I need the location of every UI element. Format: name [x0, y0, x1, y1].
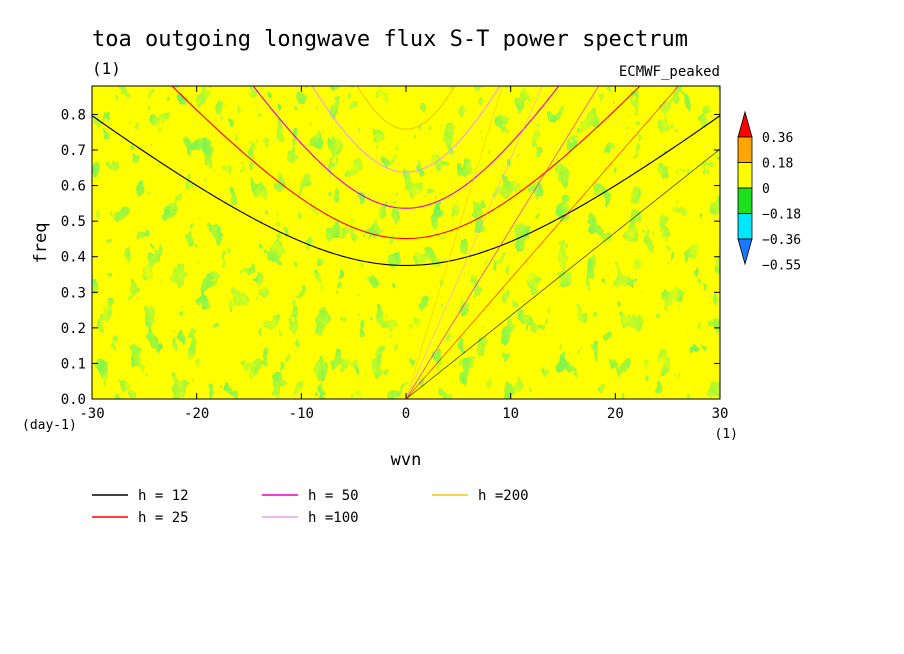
kelvin-curve-h-12: [405, 148, 720, 399]
colorbar-box: [737, 213, 753, 240]
kelvin-curve-h-100: [405, 86, 543, 399]
y-tick-label: 0.6: [61, 179, 86, 195]
plot-area: -30 -20 -10 0 10 20 30 0.0 0.1 0.2 0.3 0.4 0.5 0.6 0.7…: [61, 85, 729, 422]
kelvin-curve-h-50: [405, 86, 600, 399]
legend-label: h = 12: [138, 488, 189, 504]
x-tick-label: -20: [184, 406, 209, 422]
legend-label: h =200: [478, 488, 529, 504]
heatmap-field: [92, 86, 720, 399]
colorbar-box: [737, 136, 753, 163]
legend: h = 12 h = 25 h = 50 h =100 h =200: [92, 488, 529, 526]
y-tick-label: 0.0: [61, 392, 86, 408]
x-tick-label: 20: [607, 406, 624, 422]
colorbar-bottom-arrow: [737, 238, 753, 266]
colorbar-top-arrow: [737, 110, 753, 138]
x-axis-label: wvn: [391, 450, 422, 470]
y-tick-label: 0.1: [61, 356, 86, 372]
colorbar-label: 0.36: [762, 131, 793, 146]
dispersion-curves: [92, 86, 720, 399]
y-tick-label: 0.7: [61, 143, 86, 159]
colorbar-label: −0.36: [762, 233, 801, 248]
chart-subtitle-right: ECMWF_peaked: [619, 64, 720, 80]
legend-label: h =100: [308, 510, 359, 526]
chart-title: toa outgoing longwave flux S-T power spe…: [92, 27, 688, 52]
legend-label: h = 25: [138, 510, 189, 526]
legend-label: h = 50: [308, 488, 359, 504]
kelvin-curve-h-200: [405, 86, 503, 399]
x-tick-label: -30: [79, 406, 104, 422]
curve-h-200: [356, 86, 456, 130]
axis-ticks: -30 -20 -10 0 10 20 30 0.0 0.1 0.2 0.3 0.4 0.5 0.6 0.7…: [61, 86, 729, 422]
curve-h-12: [92, 115, 720, 267]
y-tick-label: 0.4: [61, 250, 86, 266]
colorbar-label: 0: [762, 182, 770, 197]
x-axis-unit: (1): [715, 427, 738, 442]
kelvin-curve-h-25: [405, 86, 680, 399]
colorbar: 0.36 0.18 0 −0.18 −0.36 −0.55: [737, 110, 801, 274]
y-tick-label: 0.3: [61, 285, 86, 301]
x-tick-label: 10: [502, 406, 519, 422]
curve-h-25: [171, 86, 641, 240]
curve-h-50: [252, 86, 560, 209]
colorbar-label: −0.18: [762, 208, 801, 223]
curve-h-100: [311, 86, 501, 173]
chart-subtitle-left: (1): [92, 59, 121, 78]
colorbar-box: [737, 162, 753, 189]
colorbar-label: −0.55: [762, 259, 801, 274]
x-tick-label: -10: [289, 406, 314, 422]
y-axis-unit: (day-1): [22, 418, 77, 433]
colorbar-box: [737, 187, 753, 214]
colorbar-label: 0.18: [762, 157, 793, 172]
x-tick-label: 0: [402, 406, 410, 422]
y-tick-label: 0.5: [61, 214, 86, 230]
y-axis-label: freq: [31, 223, 51, 264]
x-tick-label: 30: [712, 406, 729, 422]
y-tick-label: 0.8: [61, 107, 86, 123]
y-tick-label: 0.2: [61, 321, 86, 337]
